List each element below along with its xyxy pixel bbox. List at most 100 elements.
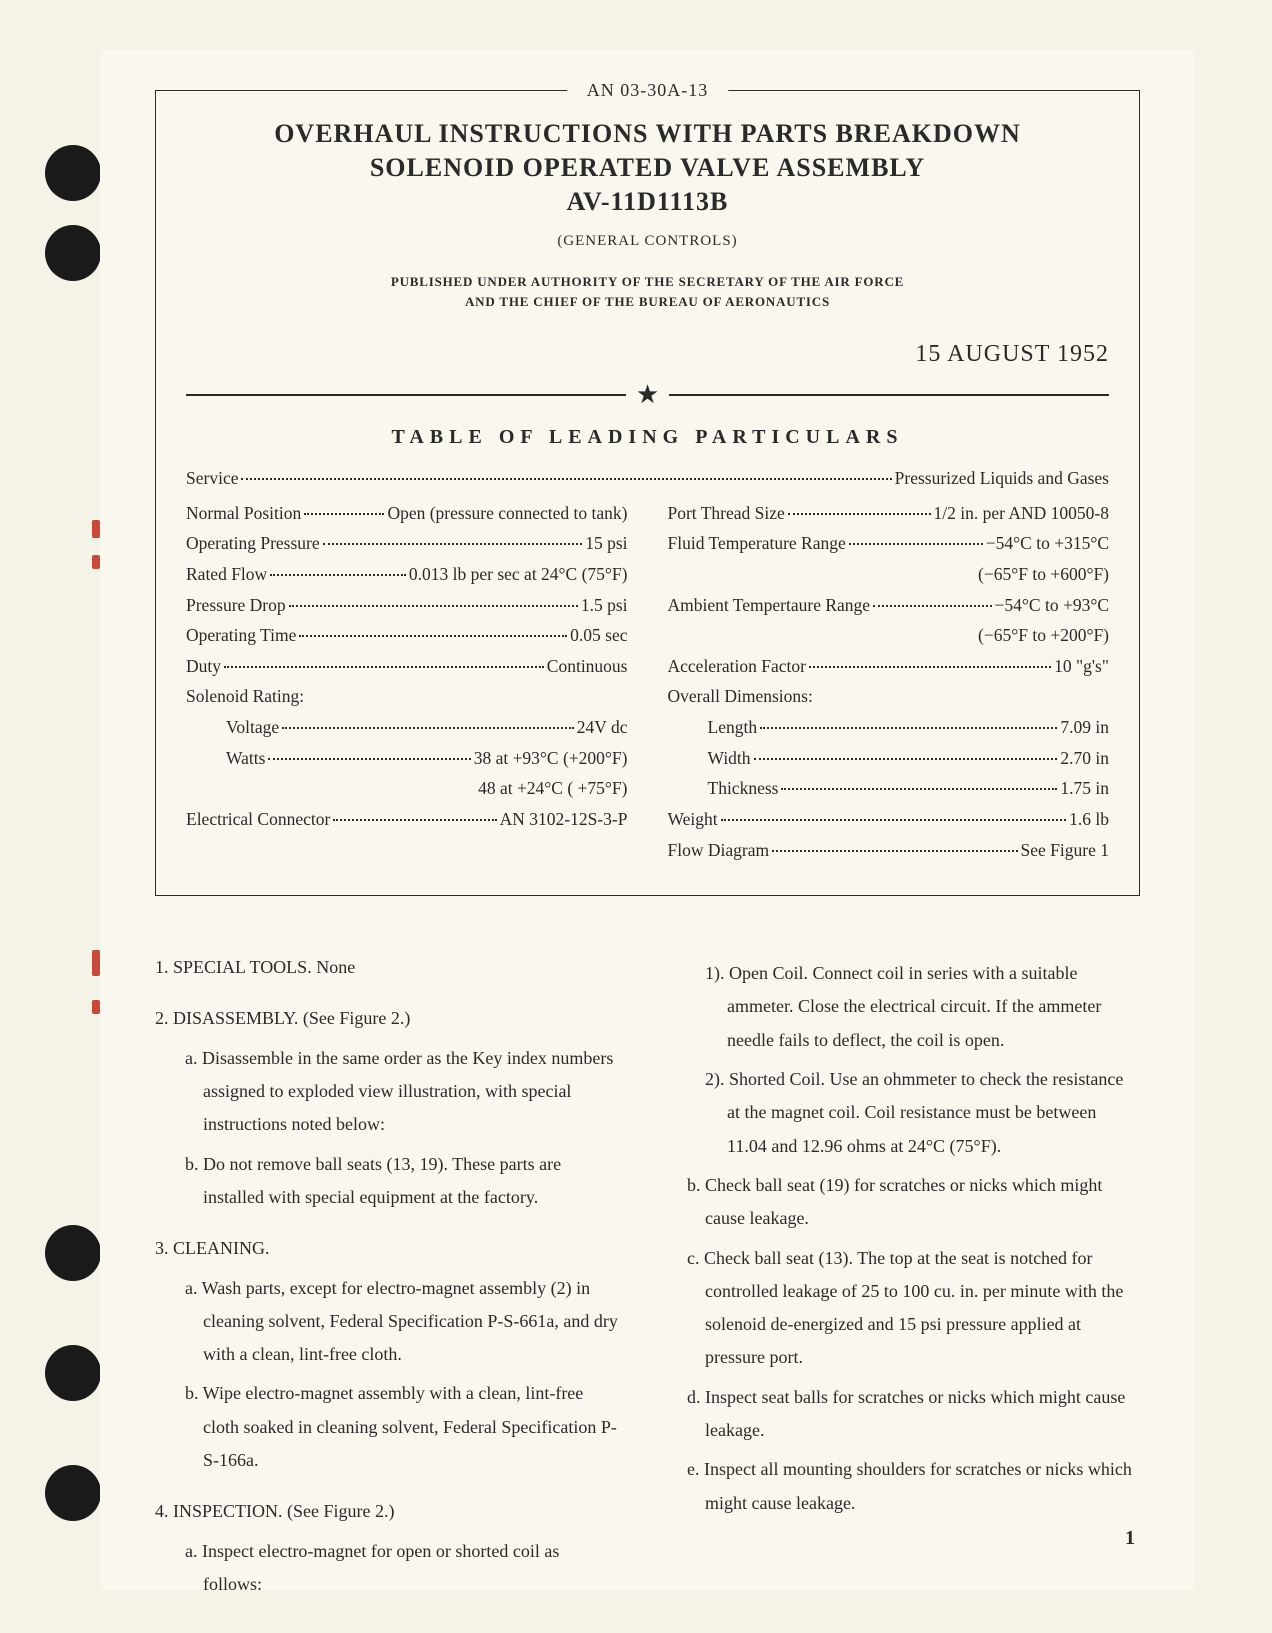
particular-label: Electrical Connector [186,804,330,835]
particular-row: Operating Time 0.05 sec [186,620,628,651]
particular-row: Fluid Temperature Range −54°C to +315°C [668,528,1110,559]
subtitle: (GENERAL CONTROLS) [186,233,1109,250]
particular-value: AN 3102-12S-3-P [500,804,628,835]
particular-row: Weight 1.6 lb [668,804,1110,835]
particular-label: Operating Pressure [186,528,320,559]
particular-row: (−65°F to +200°F) [668,620,1110,651]
particular-row: Flow Diagram See Figure 1 [668,835,1110,866]
particular-row: Watts 38 at +93°C (+200°F) [186,743,628,774]
section-2b: b. Do not remove ball seats (13, 19). Th… [173,1148,620,1215]
particular-value: 2.70 in [1060,743,1109,774]
particular-value: (−65°F to +600°F) [978,559,1109,590]
particular-row: 48 at +24°C ( +75°F) [186,773,628,804]
particular-row: Voltage 24V dc [186,712,628,743]
edge-tab [92,555,100,569]
particular-label: Pressure Drop [186,590,286,621]
particular-label: Service [186,463,238,494]
particulars-full-row: Service Pressurized Liquids and Gases [186,463,1109,494]
particular-value: 15 psi [585,528,627,559]
particular-row: Solenoid Rating: [186,681,628,712]
title-line-2: SOLENOID OPERATED VALVE ASSEMBLY [186,153,1109,183]
particular-label: Overall Dimensions: [668,681,813,712]
particular-value: (−65°F to +200°F) [978,620,1109,651]
edge-tab [92,520,100,538]
particular-label: Thickness [708,773,779,804]
section-4a: a. Inspect electro-magnet for open or sh… [173,1535,620,1602]
particular-value: Pressurized Liquids and Gases [895,463,1109,494]
star-rule: ★ [186,382,1109,408]
particular-row: Port Thread Size1/2 in. per AND 10050-8 [668,498,1110,529]
particular-label: Rated Flow [186,559,267,590]
particular-row: DutyContinuous [186,651,628,682]
section-4: 4. INSPECTION. (See Figure 2.) [155,1495,620,1528]
particular-row: Width 2.70 in [668,743,1110,774]
punch-hole [45,145,101,201]
section-4a1: 1). Open Coil. Connect coil in series wi… [697,957,1140,1057]
authority-statement: PUBLISHED UNDER AUTHORITY OF THE SECRETA… [186,272,1109,311]
particular-value: Open (pressure connected to tank) [387,498,627,529]
section-2: 2. DISASSEMBLY. (See Figure 2.) [155,1002,620,1035]
punch-hole [45,1345,101,1401]
particular-row: Rated Flow 0.013 lb per sec at 24°C (75°F… [186,559,628,590]
particular-row: Acceleration Factor10 "g's" [668,651,1110,682]
particular-label: Fluid Temperature Range [668,528,846,559]
body-right-column: 1). Open Coil. Connect coil in series wi… [675,951,1140,1619]
authority-line-1: PUBLISHED UNDER AUTHORITY OF THE SECRETA… [186,272,1109,292]
particular-value: 0.013 lb per sec at 24°C (75°F) [409,559,628,590]
section-2a: a. Disassemble in the same order as the … [173,1042,620,1142]
particular-label: Weight [668,804,718,835]
particulars-columns: Normal Position Open (pressure connected … [186,498,1109,866]
particular-value: −54°C to +315°C [986,528,1109,559]
particular-value: 38 at +93°C (+200°F) [474,743,628,774]
particular-value: See Figure 1 [1021,835,1109,866]
page: AN 03-30A-13 OVERHAUL INSTRUCTIONS WITH … [100,50,1195,1590]
particulars-left-column: Normal Position Open (pressure connected … [186,498,628,866]
section-1: 1. SPECIAL TOOLS. None [155,951,620,984]
particular-row: Pressure Drop 1.5 psi [186,590,628,621]
title-line-1: OVERHAUL INSTRUCTIONS WITH PARTS BREAKDO… [186,119,1109,149]
section-4e: e. Inspect all mounting shoulders for sc… [693,1453,1140,1520]
particular-label: Flow Diagram [668,835,770,866]
body-left-column: 1. SPECIAL TOOLS. None 2. DISASSEMBLY. (… [155,951,620,1619]
particular-value: 10 "g's" [1054,651,1109,682]
publication-date: 15 AUGUST 1952 [186,341,1109,368]
particular-row: Thickness1.75 in [668,773,1110,804]
particulars-right-column: Port Thread Size1/2 in. per AND 10050-8F… [668,498,1110,866]
particular-value: −54°C to +93°C [995,590,1109,621]
particular-label: Duty [186,651,221,682]
authority-line-2: AND THE CHIEF OF THE BUREAU OF AERONAUTI… [186,292,1109,312]
particular-row: Normal Position Open (pressure connected … [186,498,628,529]
particular-value: 48 at +24°C ( +75°F) [478,773,627,804]
particular-row: Ambient Tempertaure Range −54°C to +93°C [668,590,1110,621]
particular-row: Overall Dimensions: [668,681,1110,712]
particular-label: Length [708,712,758,743]
body-columns: 1. SPECIAL TOOLS. None 2. DISASSEMBLY. (… [155,951,1140,1619]
particular-row: (−65°F to +600°F) [668,559,1110,590]
particular-value: 0.05 sec [570,620,627,651]
particular-value: 1.5 psi [581,590,628,621]
particular-value: 1.6 lb [1069,804,1109,835]
section-3: 3. CLEANING. [155,1232,620,1265]
section-4a2: 2). Shorted Coil. Use an ohmmeter to che… [697,1063,1140,1163]
title-line-3: AV-11D1113B [186,187,1109,217]
section-4b: b. Check ball seat (19) for scratches or… [693,1169,1140,1236]
star-icon: ★ [626,382,669,408]
particular-label: Normal Position [186,498,301,529]
particular-label: Solenoid Rating: [186,681,304,712]
edge-tab [92,950,100,976]
particular-value: 24V dc [577,712,628,743]
punch-hole [45,225,101,281]
particular-label: Voltage [226,712,279,743]
section-4d: d. Inspect seat balls for scratches or n… [693,1381,1140,1448]
particular-label: Watts [226,743,265,774]
punch-hole [45,1465,101,1521]
particular-row: Length7.09 in [668,712,1110,743]
document-number: AN 03-30A-13 [567,80,729,101]
particular-label: Ambient Tempertaure Range [668,590,871,621]
particular-label: Width [708,743,751,774]
particular-label: Operating Time [186,620,296,651]
edge-tab [92,1000,100,1014]
particular-row: Operating Pressure 15 psi [186,528,628,559]
particular-value: 1/2 in. per AND 10050-8 [934,498,1109,529]
section-3a: a. Wash parts, except for electro-magnet… [173,1272,620,1372]
